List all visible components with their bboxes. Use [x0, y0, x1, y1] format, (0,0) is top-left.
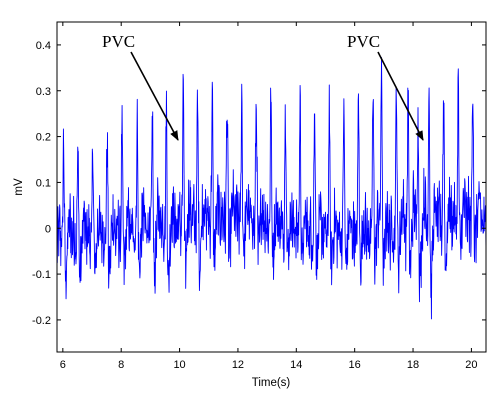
x-tick-label: 6 — [60, 359, 66, 371]
x-tick-label: 14 — [290, 359, 302, 371]
x-tick-label: 12 — [232, 359, 244, 371]
pvc-annotation-1-label: PVC — [102, 32, 135, 51]
y-tick-label: 0 — [45, 223, 51, 235]
y-tick-label: 0.3 — [36, 86, 51, 98]
pvc-annotation-2-label: PVC — [347, 32, 380, 51]
y-tick-label: -0.2 — [32, 315, 51, 327]
y-tick-label: -0.1 — [32, 269, 51, 281]
y-axis-label: mV — [13, 178, 25, 196]
x-tick-label: 10 — [173, 359, 185, 371]
y-tick-label: 0.2 — [36, 132, 51, 144]
x-tick-label: 18 — [407, 359, 419, 371]
x-axis-label: Time(s) — [252, 377, 291, 389]
y-tick-label: 0.4 — [36, 40, 51, 52]
x-tick-label: 16 — [349, 359, 361, 371]
y-tick-label: 0.1 — [36, 177, 51, 189]
x-tick-label: 8 — [118, 359, 124, 371]
x-tick-label: 20 — [465, 359, 477, 371]
